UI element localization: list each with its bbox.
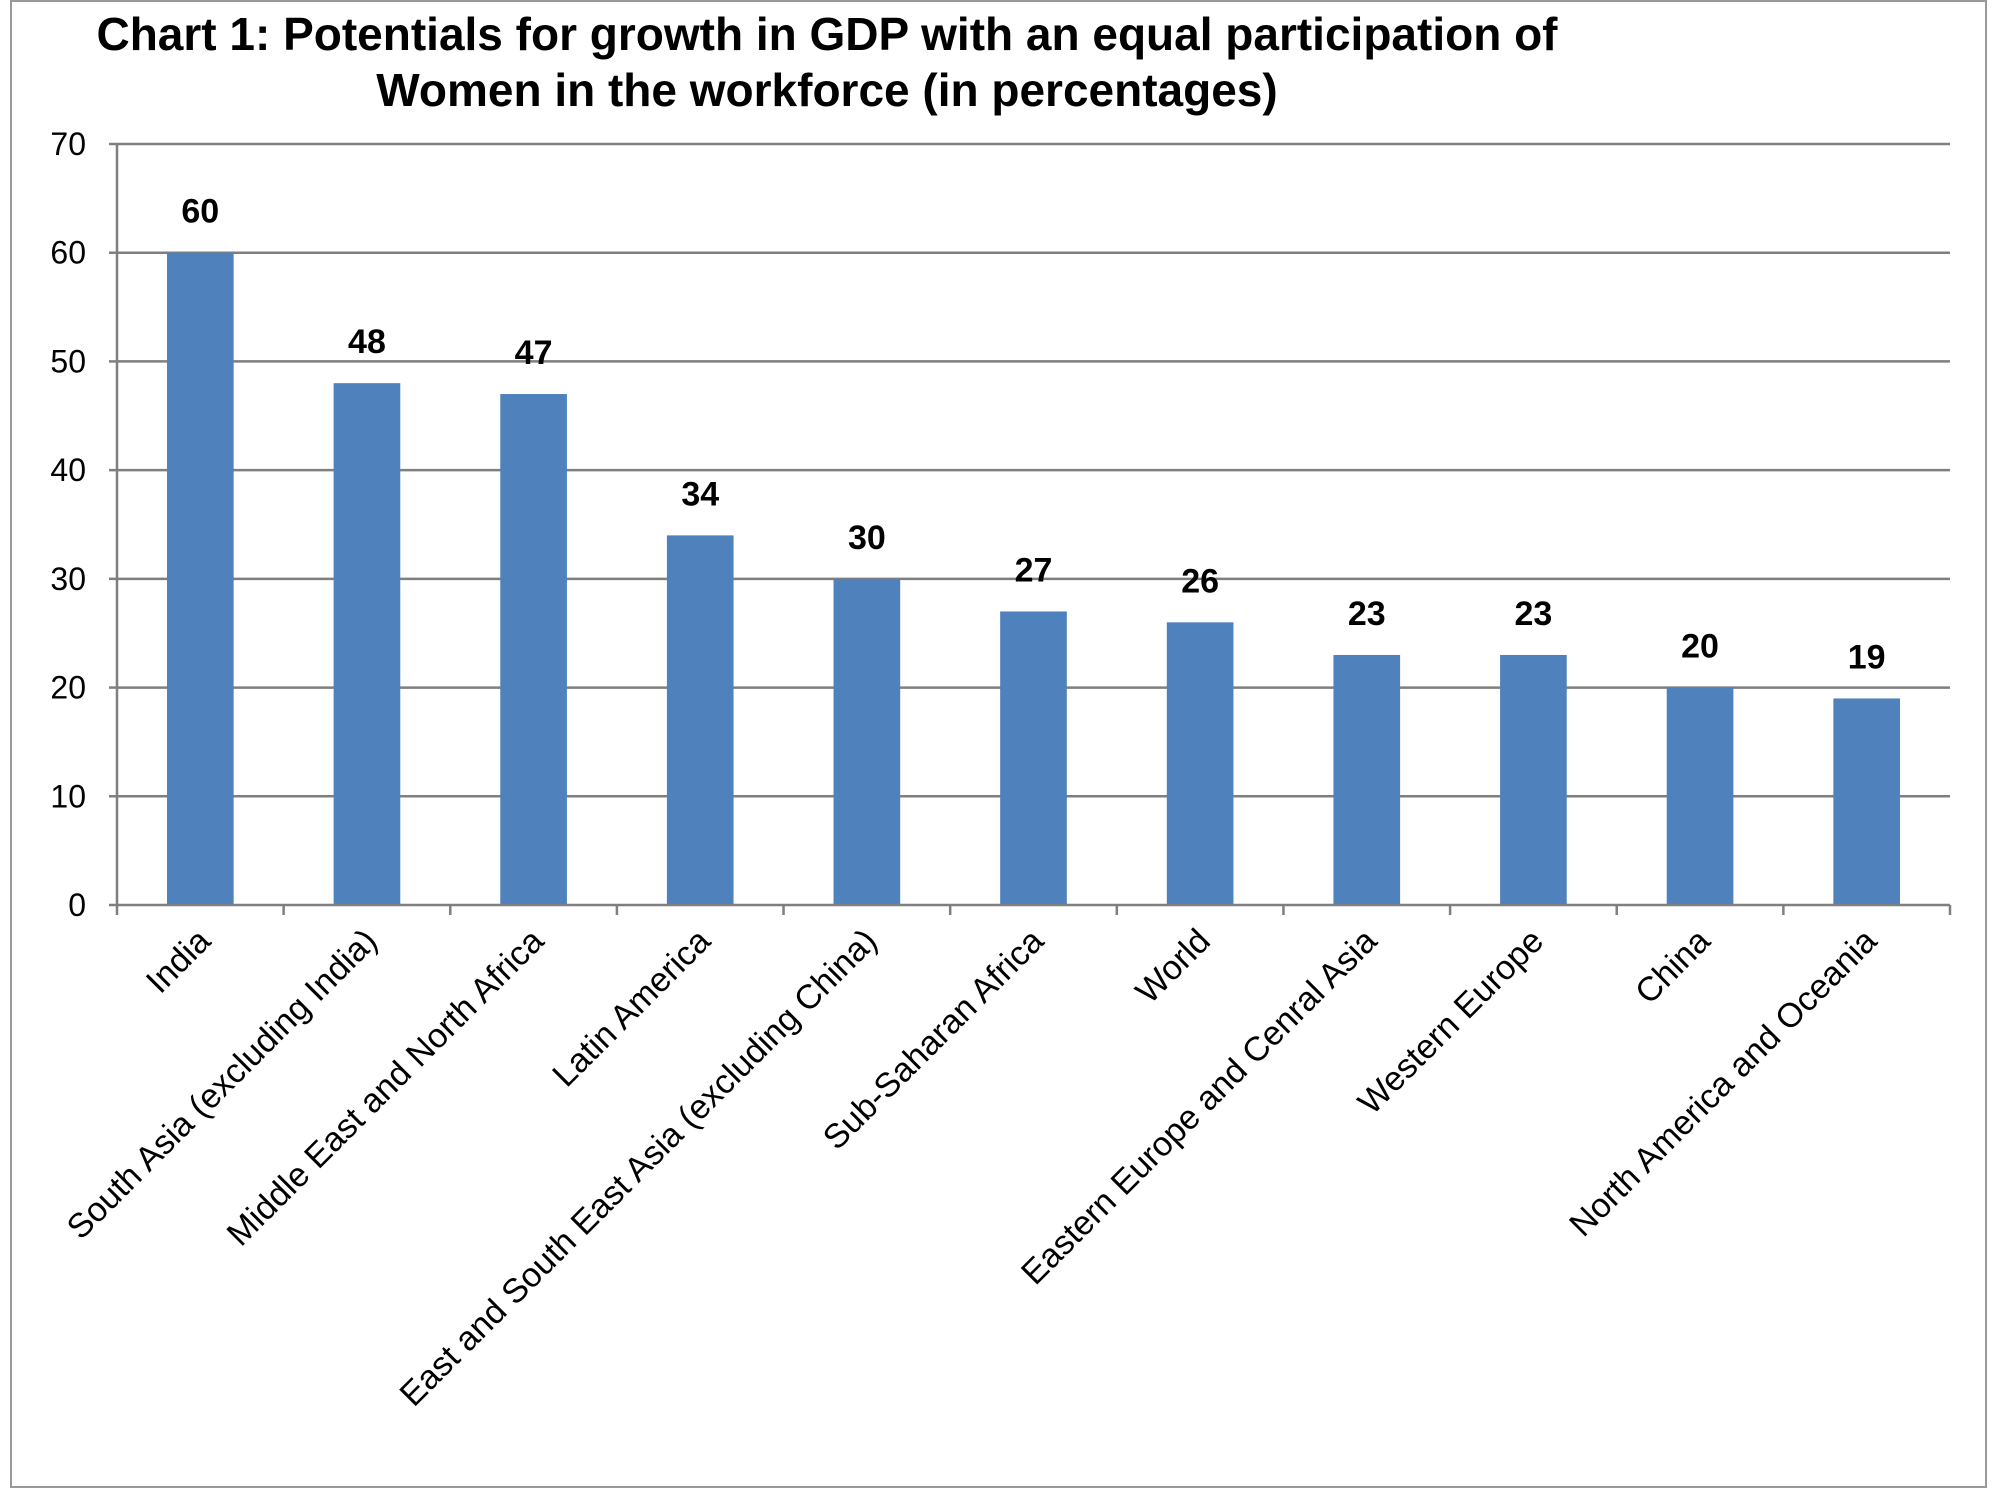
- data-label-4: 30: [848, 519, 886, 557]
- data-label-6: 26: [1181, 562, 1219, 600]
- bar-8: [1500, 654, 1567, 905]
- bar-5: [1000, 611, 1067, 905]
- data-label-10: 19: [1848, 638, 1886, 676]
- data-label-2: 47: [515, 334, 553, 372]
- y-axis-tick-labels: 0 10 20 30 40 50 60 70: [50, 126, 86, 923]
- category-label-2: Middle East and North Africa: [220, 922, 552, 1254]
- y-tick-label-0: 0: [68, 887, 86, 923]
- category-label-6: World: [1129, 922, 1218, 1011]
- category-label-1: South Asia (excluding India): [60, 922, 385, 1247]
- y-tick-label-60: 60: [50, 235, 86, 271]
- bar-7: [1333, 654, 1401, 905]
- bar-6: [1166, 622, 1234, 905]
- category-label-3: Latin America: [545, 922, 718, 1095]
- gridlines: [117, 142, 1950, 798]
- data-label-8: 23: [1514, 595, 1552, 633]
- bar-4: [833, 578, 901, 905]
- value-labels: 60 48 47 34 30 27 26 23 23 20 19: [181, 193, 1885, 677]
- y-tick-label-40: 40: [50, 452, 86, 488]
- bar-3: [666, 535, 734, 905]
- y-tick-label-50: 50: [50, 343, 86, 379]
- data-label-7: 23: [1348, 595, 1386, 633]
- data-label-9: 20: [1681, 628, 1719, 666]
- y-tick-label-30: 30: [50, 561, 86, 597]
- bars: [166, 252, 1901, 906]
- category-label-7: Eastern Europe and Cenral Asia: [1014, 922, 1384, 1292]
- chart-title-line-2: Women in the workforce (in percentages): [376, 64, 1277, 116]
- chart-canvas: Chart 1: Potentials for growth in GDP wi…: [50, 8, 1952, 1414]
- y-tick-label-70: 70: [50, 126, 86, 162]
- data-label-1: 48: [348, 323, 386, 361]
- y-tick-label-20: 20: [50, 670, 86, 706]
- axes: [109, 142, 1952, 915]
- data-label-0: 60: [181, 193, 219, 231]
- bar-2: [500, 394, 567, 905]
- category-label-10: North America and Oceania: [1562, 922, 1884, 1244]
- chart-frame: Chart 1: Potentials for growth in GDP wi…: [10, 0, 1987, 1488]
- chart-title-line-1: Chart 1: Potentials for growth in GDP wi…: [96, 8, 1558, 60]
- bar-9: [1666, 687, 1734, 905]
- category-label-0: India: [139, 922, 218, 1001]
- y-tick-label-10: 10: [50, 778, 86, 814]
- bar-0: [166, 252, 234, 905]
- data-label-5: 27: [1015, 551, 1053, 589]
- category-label-9: China: [1628, 922, 1718, 1012]
- bar-10: [1833, 698, 1901, 905]
- bar-1: [333, 383, 401, 906]
- data-label-3: 34: [681, 475, 719, 513]
